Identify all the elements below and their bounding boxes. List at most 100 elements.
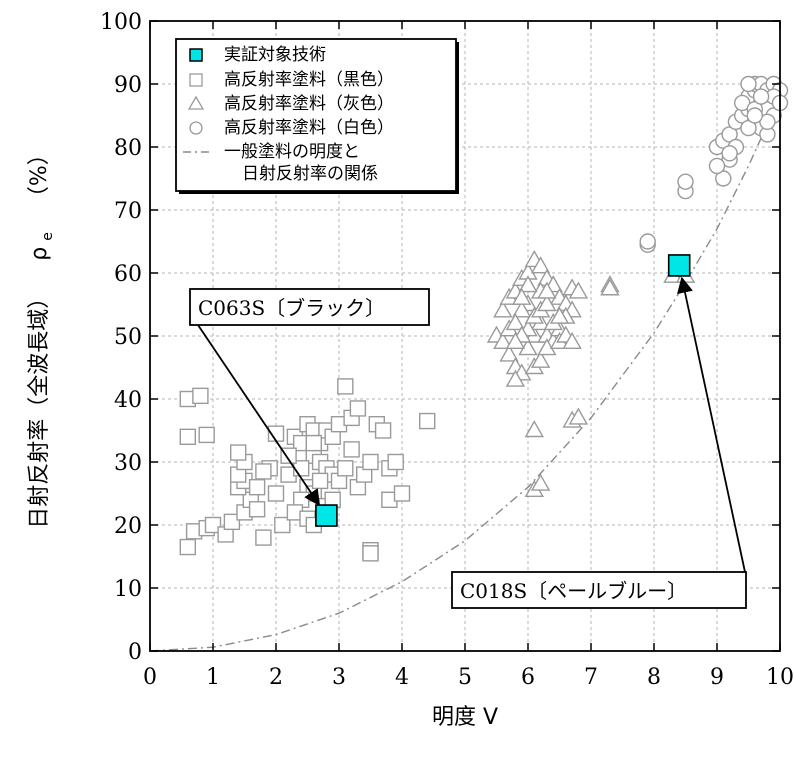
- triangle-point: [562, 331, 582, 349]
- y-axis-label-main: 日射反射率（全波長域）: [27, 287, 52, 529]
- annotation-label: C063S〔ブラック〕: [198, 296, 385, 320]
- y-tick-label: 80: [114, 136, 142, 161]
- annotation-1: C063S〔ブラック〕: [189, 288, 430, 507]
- triangle-point: [568, 407, 589, 425]
- square-point: [274, 516, 291, 534]
- reference-curve: [149, 96, 781, 652]
- legend-item: 高反射率塗料（黒色）: [189, 69, 394, 90]
- triangle-point: [549, 306, 570, 324]
- circle-point: [639, 233, 656, 250]
- annotations: C063S〔ブラック〕 C018S〔ペールブルー〕: [189, 254, 747, 609]
- square-point: [248, 479, 266, 496]
- square-point: [192, 387, 209, 405]
- triangle-point: [493, 331, 513, 349]
- x-tick-label: 7: [584, 665, 598, 690]
- legend-label: 高反射率塗料（黒色）: [224, 69, 394, 90]
- square-point: [374, 422, 392, 439]
- y-axis-label-sub: e: [40, 232, 56, 241]
- legend-label: 一般塗料の明度と: [224, 141, 360, 162]
- annotation-2: C018S〔ペールブルー〕: [451, 276, 747, 609]
- triangle-point: [524, 420, 545, 438]
- triangle-point: [505, 369, 526, 387]
- legend-item: 実証対象技術: [189, 45, 326, 65]
- square-point: [393, 485, 411, 502]
- legend-marker: [189, 73, 203, 87]
- y-tick-label: 50: [114, 325, 142, 350]
- triangle-point: [493, 300, 513, 318]
- triangle-point: [530, 256, 551, 274]
- y-tick-label: 30: [114, 451, 142, 476]
- legend-marker: [189, 121, 203, 135]
- square-point: [419, 412, 436, 430]
- square-point: [198, 426, 215, 444]
- square-point: [349, 400, 367, 417]
- annotation-box: [451, 571, 747, 609]
- triangle-point: [505, 312, 526, 331]
- triangle-point: [518, 275, 538, 293]
- triangle-point: [530, 473, 551, 491]
- annotation-box: [189, 288, 430, 326]
- legend-label: 高反射率塗料（白色）: [224, 117, 394, 138]
- triangle-point: [537, 281, 557, 299]
- target-point: [667, 254, 691, 277]
- square-point: [311, 472, 329, 490]
- annotation-label: C018S〔ペールブルー〕: [460, 579, 687, 603]
- circle-point: [677, 173, 694, 190]
- square-point: [280, 447, 297, 464]
- grid: [150, 21, 780, 651]
- circle-point: [721, 145, 738, 162]
- circle-point: [708, 157, 726, 175]
- legend-item: 高反射率塗料（灰色）: [187, 93, 394, 114]
- legend-label: 高反射率塗料（灰色）: [224, 93, 394, 114]
- square-point: [387, 453, 404, 471]
- x-tick-label: 1: [206, 665, 220, 690]
- x-tick-label: 3: [332, 665, 346, 690]
- y-tick-label: 90: [114, 73, 142, 98]
- circle-point: [740, 75, 757, 93]
- triangle-point: [511, 300, 532, 318]
- triangle-point: [511, 287, 532, 305]
- y-tick-label: 100: [100, 10, 142, 35]
- legend-marker: [187, 95, 205, 110]
- square-point: [343, 441, 360, 458]
- square-point: [337, 378, 354, 395]
- y-tick-label: 20: [114, 514, 142, 539]
- y-tick-label: 70: [114, 199, 142, 224]
- svg-text:日射反射率（全波長域）ρe（%）: 日射反射率（全波長域） ρe （%）: [27, 143, 56, 529]
- square-point: [362, 453, 379, 471]
- legend-label-line2: 日射反射率の関係: [242, 164, 378, 184]
- x-tick-label: 9: [710, 665, 724, 690]
- square-point: [223, 513, 241, 531]
- x-tick-label: 5: [458, 665, 472, 690]
- reference-curve-line: [149, 96, 781, 652]
- square-point: [255, 463, 272, 480]
- y-tick-label: 10: [114, 577, 142, 602]
- legend-label: 実証対象技術: [224, 45, 326, 65]
- triangle-point: [499, 344, 519, 362]
- x-axis-label: 明度 V: [432, 705, 498, 730]
- triangle-point: [537, 294, 557, 312]
- circle-point: [752, 88, 770, 105]
- square-point: [267, 485, 285, 502]
- triangle-point: [505, 331, 526, 349]
- x-tick-label: 2: [269, 665, 283, 690]
- triangle-point: [600, 278, 620, 296]
- circle-point: [746, 107, 763, 124]
- legend-box: [175, 38, 457, 192]
- y-tick-label: 60: [114, 262, 142, 287]
- legend-item: 高反射率塗料（白色）: [189, 117, 394, 138]
- square-point: [204, 516, 222, 534]
- y-tick-label: 40: [114, 388, 142, 413]
- x-tick-label: 4: [395, 665, 409, 690]
- square-point: [229, 444, 247, 461]
- triangle-point: [530, 350, 551, 368]
- y-axis-label: 日射反射率（全波長域） ρe （%）: [27, 143, 56, 529]
- annotation-arrow: [677, 276, 746, 573]
- legend-marker: [189, 48, 203, 62]
- x-tick-label: 8: [647, 665, 661, 690]
- x-tick-label: 0: [143, 665, 157, 690]
